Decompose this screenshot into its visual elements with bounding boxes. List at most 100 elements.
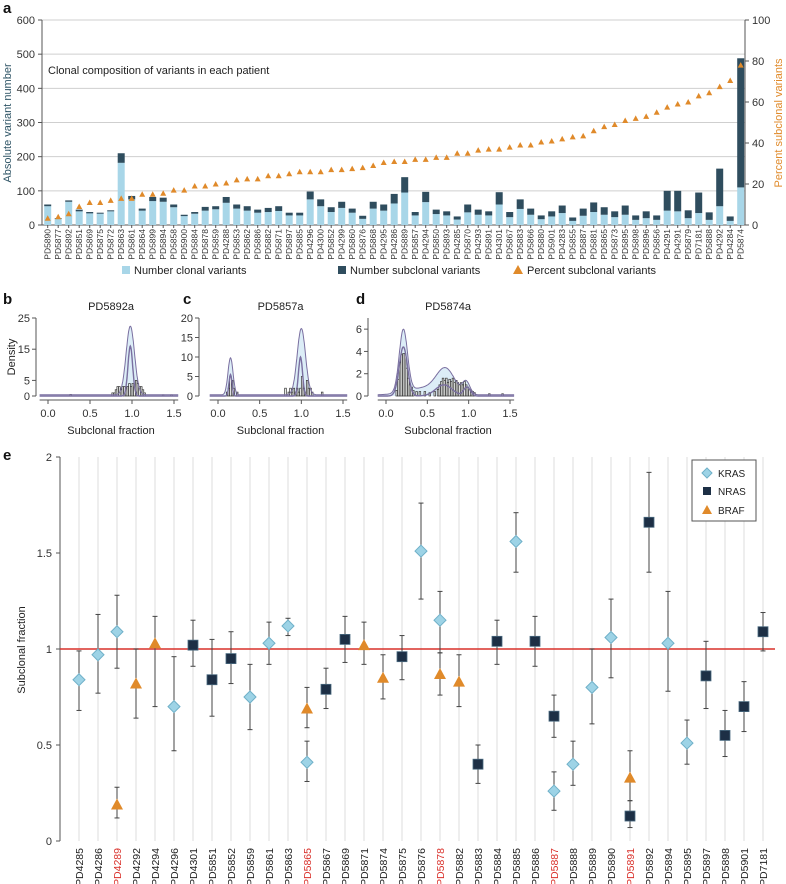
bar-clonal [338,207,346,225]
x-tick-label: PD4293 [473,229,483,260]
panel-e-legend: KRAS NRAS BRAF [691,459,757,522]
bar-subclonal [296,212,304,216]
point-percent-subclonal [559,135,566,142]
point-percent-subclonal [475,147,482,153]
sample-label: PD5863 [283,848,295,884]
bar-clonal [222,202,230,225]
y-tick-label: 1 [46,644,52,656]
point-percent-subclonal [55,213,62,220]
y-tick-label: 5 [24,375,30,387]
y-tick-label: 0 [187,391,193,403]
point-nras [700,670,712,682]
sample-label: PD5869 [340,848,352,884]
bar-subclonal [632,215,640,220]
point-percent-subclonal [685,99,692,105]
bar-clonal [359,218,367,225]
x-tick-label: 1.0 [461,408,476,420]
bar-subclonal [548,211,556,217]
bar-clonal [201,210,209,225]
bar-clonal [107,211,115,225]
y-tick-label: 1.5 [37,548,52,560]
x-tick-label: 1.5 [335,408,350,420]
point-percent-subclonal [632,115,639,121]
bar-clonal [254,212,262,225]
legend-nras-square-icon [703,487,711,495]
density-inner-curve [209,355,348,397]
bar-clonal [149,201,157,225]
point-percent-subclonal [328,166,335,173]
x-tick-label: PD5886 [253,229,263,260]
x-tick-label: PD5899 [148,229,158,260]
bar-clonal [128,199,136,225]
x-tick-label: PD5861 [127,229,137,260]
point-kras [661,636,675,650]
legend-percent-label: Percent subclonal variants [527,265,657,277]
y-tick-label: 10 [181,352,193,364]
x-axis-label: Subclonal fraction [404,425,491,437]
x-tick-label: PD5874 [736,229,746,260]
density-outer-curve [209,327,348,396]
bar-subclonal [285,212,293,216]
y-tick-label: 0.5 [37,740,52,752]
bar-clonal [495,204,503,225]
sample-label: PD4289 [112,848,124,884]
density-fill [39,326,179,396]
point-percent-subclonal [286,170,293,177]
sample-label: PD5889 [587,848,599,884]
point-percent-subclonal [349,165,356,172]
y-tick-label: 4 [356,346,362,358]
point-percent-subclonal [65,210,72,217]
bar-subclonal [138,208,146,211]
sample-label: PD5871 [359,848,371,884]
bar-subclonal [233,204,241,209]
point-percent-subclonal [86,199,93,205]
bar-subclonal [317,199,325,207]
legend-subclonal-swatch [338,266,346,274]
bar-clonal [506,217,514,225]
bar-clonal [306,199,314,225]
point-nras [491,635,503,647]
sample-label: PD5885 [511,848,523,884]
x-tick-label: PD5859 [211,229,221,260]
bar-subclonal [537,215,545,220]
bar-subclonal [684,210,692,219]
point-percent-subclonal [338,166,345,173]
x-tick-label: 1.5 [502,408,517,420]
x-tick-label: PD5898 [631,229,641,260]
point-kras [585,680,599,695]
bar-subclonal [590,202,598,213]
point-percent-subclonal [706,89,713,96]
bar-clonal [443,215,451,225]
density-inner-curve [377,346,515,397]
x-tick-label: PD5883 [515,229,525,260]
sample-label: PD7181 [758,848,770,884]
density-outer-curve [377,328,515,396]
y-tick-label: 15 [18,344,30,356]
bar-subclonal [275,206,283,211]
point-kras [72,673,86,687]
bar-clonal [611,217,619,225]
panel-e-chart: PD4285 PD4286 PD4289 PD4292 PD4294 PD4296 PD43… [37,452,775,884]
x-tick-label: PD4292 [715,229,725,260]
bar-clonal [474,214,482,225]
point-percent-subclonal [580,132,587,139]
point-kras [509,534,523,549]
bar-clonal [537,219,545,225]
point-braf [434,667,446,679]
y-tick-label: 600 [17,15,35,27]
x-tick-label: PD5871 [274,229,284,260]
point-nras [396,651,408,663]
x-tick-label: PD5851 [74,229,84,260]
point-percent-subclonal [191,183,198,189]
bar-subclonal [726,216,734,221]
x-tick-label: PD5865 [599,229,609,260]
sample-label: PD5878 [435,848,447,884]
bar-subclonal [527,208,535,215]
y-tick-label: 5 [187,372,193,384]
point-percent-subclonal [727,77,734,83]
point-braf [149,637,161,649]
bar-subclonal [96,212,104,214]
x-tick-label: 1.5 [166,408,181,420]
bar-subclonal [432,209,440,215]
point-kras [680,736,694,750]
